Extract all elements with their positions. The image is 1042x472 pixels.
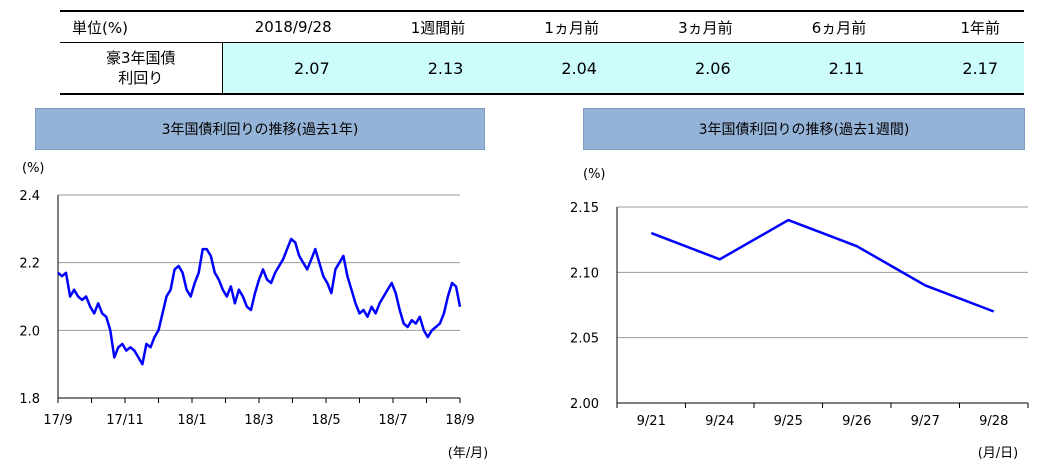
series-line-week	[650, 218, 995, 313]
row-label-line2: 利回り	[118, 69, 164, 87]
chart-title-year: 3年国債利回りの推移(過去1年)	[35, 108, 485, 150]
row-label: 豪3年国債 利回り	[60, 42, 223, 95]
y-tick-label: 2.15	[570, 201, 599, 216]
x-tick-label: 9/27	[911, 414, 940, 429]
series-line-year	[57, 237, 462, 366]
column-header: 2018/9/28	[222, 10, 356, 43]
column-header: 1年前	[890, 10, 1024, 43]
table-cell: 2.07	[222, 42, 356, 95]
unit-header: 単位(%)	[60, 10, 222, 43]
y-tick-label: 2.10	[570, 266, 599, 281]
column-header: 1週間前	[355, 10, 490, 43]
x-tick-label: 18/9	[445, 413, 474, 428]
column-header: 3ヵ月前	[622, 10, 757, 43]
table-header-row: 単位(%) 2018/9/28 1週間前 1ヵ月前 3ヵ月前 6ヵ月前 1年前	[60, 10, 1024, 43]
chart-title-week: 3年国債利回りの推移(過去1週間)	[583, 108, 1025, 150]
x-tick-label: 9/25	[774, 414, 803, 429]
y-tick-label: 2.00	[570, 397, 599, 412]
x-tick-label: 9/26	[842, 414, 871, 429]
table-cell: 2.04	[489, 42, 623, 95]
y-axis-unit: (%)	[583, 167, 606, 182]
column-header: 6ヵ月前	[756, 10, 891, 43]
table-row: 豪3年国債 利回り 2.07 2.13 2.04 2.06 2.11 2.17	[60, 42, 1024, 95]
x-tick-label: 18/3	[244, 413, 273, 428]
column-header: 1ヵ月前	[489, 10, 623, 43]
table-cell: 2.13	[355, 42, 490, 95]
x-tick-label: 9/21	[637, 414, 666, 429]
y-tick-label: 2.4	[19, 189, 40, 204]
table-cell: 2.17	[890, 42, 1024, 95]
x-tick-label: 17/11	[106, 413, 143, 428]
y-tick-label: 2.05	[570, 332, 599, 347]
y-axis-unit: (%)	[22, 161, 45, 176]
x-tick-label: 9/24	[705, 414, 734, 429]
table-cell: 2.11	[756, 42, 891, 95]
y-tick-label: 2.0	[19, 324, 40, 339]
row-label-line1: 豪3年国債	[105, 49, 176, 67]
x-tick-label: 9/28	[979, 414, 1008, 429]
y-tick-label: 1.8	[19, 392, 40, 407]
yield-summary-table: 単位(%) 2018/9/28 1週間前 1ヵ月前 3ヵ月前 6ヵ月前 1年前 …	[60, 10, 1024, 95]
x-axis-unit: (月/日)	[978, 446, 1019, 461]
x-tick-label: 18/1	[177, 413, 206, 428]
x-axis-unit: (年/月)	[448, 446, 489, 461]
table-cell: 2.06	[622, 42, 757, 95]
x-tick-label: 17/9	[43, 413, 72, 428]
x-tick-label: 18/7	[378, 413, 407, 428]
y-tick-label: 2.2	[19, 257, 40, 272]
x-tick-label: 18/5	[311, 413, 340, 428]
